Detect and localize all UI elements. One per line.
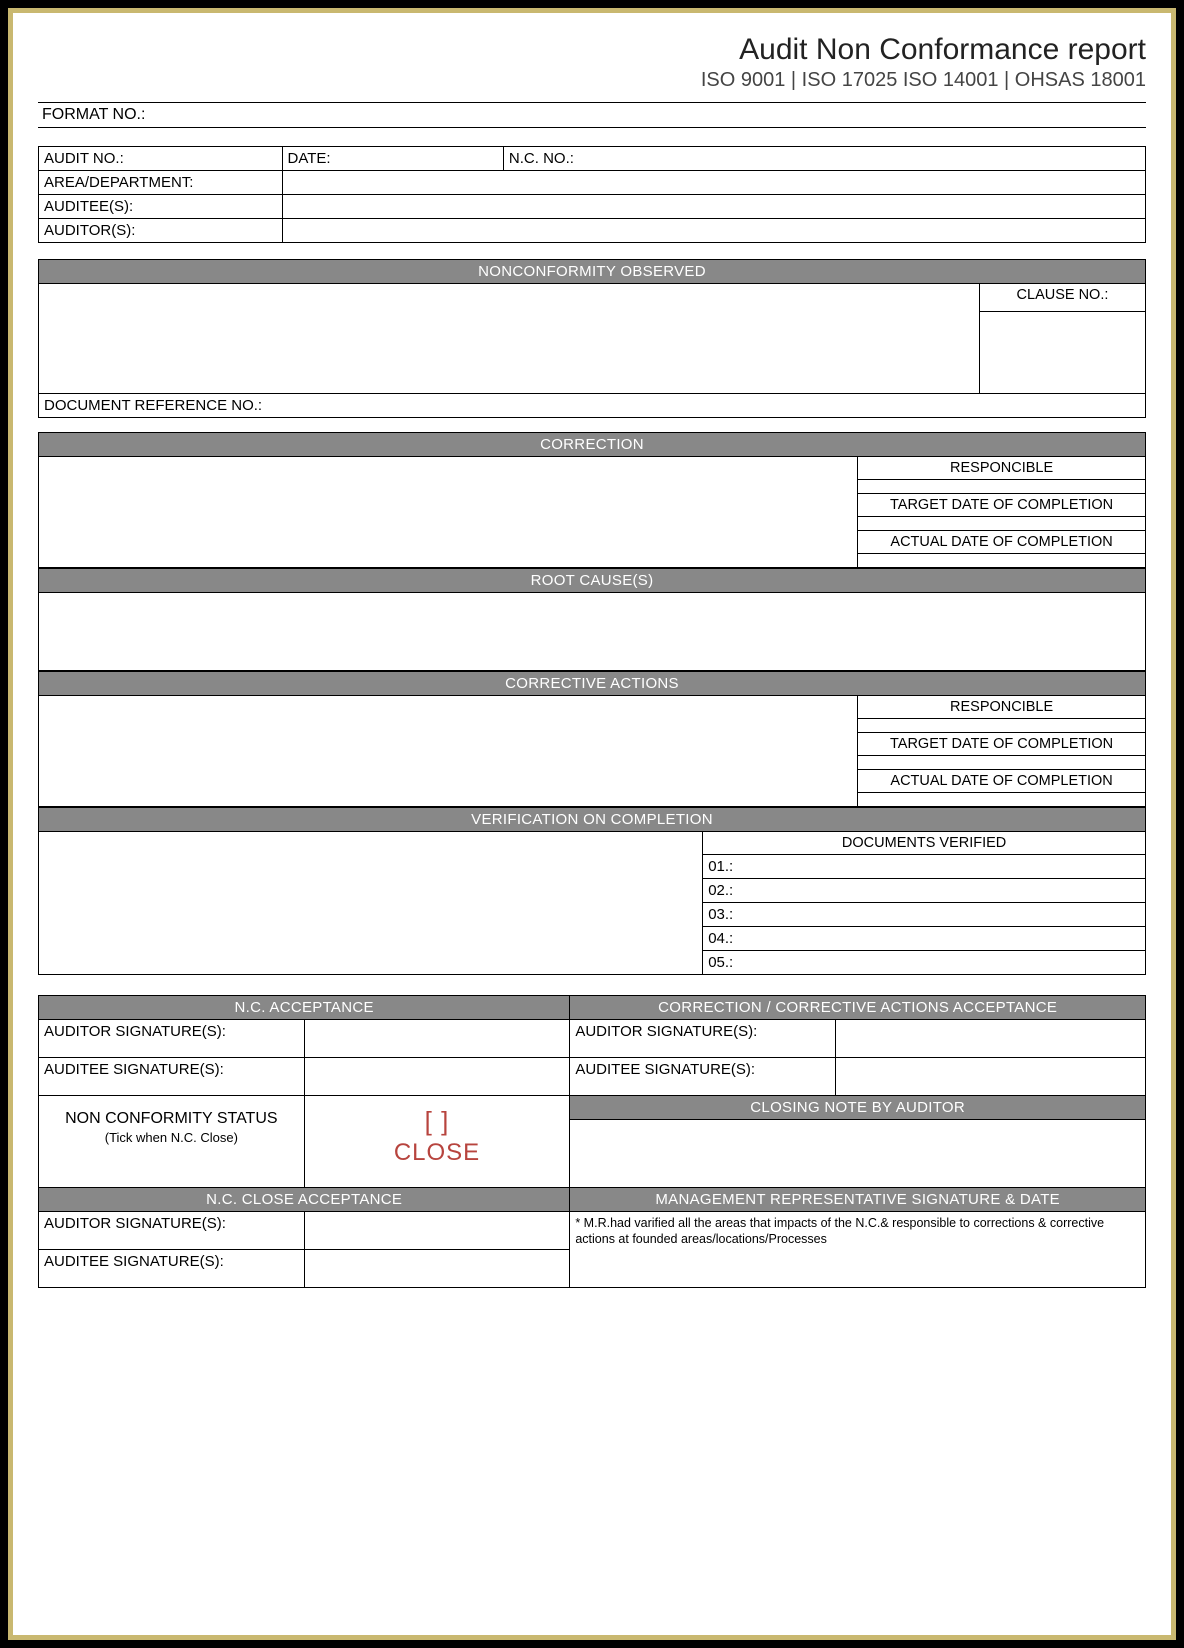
root-cause-body[interactable] — [39, 593, 1146, 671]
verification-header: VERIFICATION ON COMPLETION — [39, 808, 1146, 832]
close-auditee-sig-label: AUDITEE SIGNATURE(S): — [39, 1250, 305, 1288]
correction-actual-label: ACTUAL DATE OF COMPLETION — [858, 531, 1146, 554]
close-word: CLOSE — [311, 1139, 564, 1167]
corr-auditor-sig-label: AUDITOR SIGNATURE(S): — [570, 1020, 836, 1058]
nc-status-cell: NON CONFORMITY STATUS (Tick when N.C. Cl… — [39, 1096, 305, 1188]
corrective-target-label: TARGET DATE OF COMPLETION — [858, 733, 1146, 756]
area-dept-value[interactable] — [282, 171, 1145, 195]
doc-02[interactable]: 02.: — [703, 879, 1146, 903]
nc-auditor-sig-value[interactable] — [304, 1020, 570, 1058]
corr-auditee-sig-value[interactable] — [836, 1058, 1146, 1096]
auditees-value[interactable] — [282, 195, 1145, 219]
format-no-row: FORMAT NO.: — [38, 102, 1146, 128]
correction-target-label: TARGET DATE OF COMPLETION — [858, 494, 1146, 517]
verification-table: VERIFICATION ON COMPLETION DOCUMENTS VER… — [38, 807, 1146, 975]
mr-footnote: * M.R.had varified all the areas that im… — [570, 1212, 1146, 1288]
correction-table: CORRECTION RESPONCIBLE TARGET DATE OF CO… — [38, 432, 1146, 568]
close-auditor-sig-label: AUDITOR SIGNATURE(S): — [39, 1212, 305, 1250]
verification-body[interactable] — [39, 832, 703, 975]
nc-close-acceptance-header: N.C. CLOSE ACCEPTANCE — [39, 1188, 570, 1212]
nonconformity-body[interactable] — [39, 284, 980, 394]
mr-sig-header: MANAGEMENT REPRESENTATIVE SIGNATURE & DA… — [570, 1188, 1146, 1212]
correction-actual-value[interactable] — [858, 554, 1146, 568]
root-cause-header: ROOT CAUSE(S) — [39, 569, 1146, 593]
spacer — [38, 418, 1146, 432]
doc-04[interactable]: 04.: — [703, 927, 1146, 951]
correction-responsible-value[interactable] — [858, 480, 1146, 494]
close-box[interactable]: [ ] CLOSE — [304, 1096, 570, 1188]
nc-no-label: N.C. NO.: — [503, 147, 1145, 171]
corrective-responsible-value[interactable] — [858, 719, 1146, 733]
close-auditee-sig-value[interactable] — [304, 1250, 570, 1288]
nc-auditor-sig-label: AUDITOR SIGNATURE(S): — [39, 1020, 305, 1058]
nc-status-title: NON CONFORMITY STATUS — [45, 1110, 298, 1128]
nc-auditee-sig-value[interactable] — [304, 1058, 570, 1096]
correction-target-value[interactable] — [858, 517, 1146, 531]
closing-note-header: CLOSING NOTE BY AUDITOR — [570, 1096, 1146, 1120]
docs-verified-header: DOCUMENTS VERIFIED — [703, 832, 1146, 855]
nc-acceptance-header: N.C. ACCEPTANCE — [39, 996, 570, 1020]
nonconformity-header: NONCONFORMITY OBSERVED — [39, 260, 1146, 284]
corrective-actions-table: CORRECTIVE ACTIONS RESPONCIBLE TARGET DA… — [38, 671, 1146, 807]
close-brackets: [ ] — [311, 1106, 564, 1137]
closing-note-body[interactable] — [570, 1120, 1146, 1188]
nc-auditee-sig-label: AUDITEE SIGNATURE(S): — [39, 1058, 305, 1096]
corrective-responsible-label: RESPONCIBLE — [858, 696, 1146, 719]
audit-no-label: AUDIT NO.: — [39, 147, 283, 171]
gold-frame: Audit Non Conformance report ISO 9001 | … — [8, 8, 1176, 1640]
auditors-label: AUDITOR(S): — [39, 219, 283, 243]
clause-no-value[interactable] — [979, 312, 1145, 394]
area-dept-label: AREA/DEPARTMENT: — [39, 171, 283, 195]
correction-header: CORRECTION — [39, 433, 1146, 457]
corr-auditee-sig-label: AUDITEE SIGNATURE(S): — [570, 1058, 836, 1096]
date-label: DATE: — [282, 147, 503, 171]
page: Audit Non Conformance report ISO 9001 | … — [13, 13, 1171, 1635]
corr-acceptance-header: CORRECTION / CORRECTIVE ACTIONS ACCEPTAN… — [570, 996, 1146, 1020]
spacer — [38, 975, 1146, 995]
corrective-header: CORRECTIVE ACTIONS — [39, 672, 1146, 696]
doc-03[interactable]: 03.: — [703, 903, 1146, 927]
doc-01[interactable]: 01.: — [703, 855, 1146, 879]
page-subtitle: ISO 9001 | ISO 17025 ISO 14001 | OHSAS 1… — [38, 69, 1146, 92]
close-auditor-sig-value[interactable] — [304, 1212, 570, 1250]
header: Audit Non Conformance report ISO 9001 | … — [38, 33, 1146, 92]
corrective-body[interactable] — [39, 696, 858, 807]
outer-frame: Audit Non Conformance report ISO 9001 | … — [0, 0, 1184, 1648]
clause-no-label: CLAUSE NO.: — [979, 284, 1145, 312]
spacer — [38, 243, 1146, 259]
auditors-value[interactable] — [282, 219, 1145, 243]
top-fields-table: AUDIT NO.: DATE: N.C. NO.: AREA/DEPARTME… — [38, 146, 1146, 243]
corrective-actual-value[interactable] — [858, 793, 1146, 807]
acceptance-table: N.C. ACCEPTANCE CORRECTION / CORRECTIVE … — [38, 995, 1146, 1288]
doc-05[interactable]: 05.: — [703, 951, 1146, 975]
corrective-target-value[interactable] — [858, 756, 1146, 770]
auditees-label: AUDITEE(S): — [39, 195, 283, 219]
nonconformity-table: NONCONFORMITY OBSERVED CLAUSE NO.: DOCUM… — [38, 259, 1146, 418]
page-title: Audit Non Conformance report — [38, 33, 1146, 67]
nc-status-sub: (Tick when N.C. Close) — [45, 1130, 298, 1145]
corrective-actual-label: ACTUAL DATE OF COMPLETION — [858, 770, 1146, 793]
doc-ref-label: DOCUMENT REFERENCE NO.: — [39, 394, 1146, 418]
corr-auditor-sig-value[interactable] — [836, 1020, 1146, 1058]
root-cause-table: ROOT CAUSE(S) — [38, 568, 1146, 671]
correction-responsible-label: RESPONCIBLE — [858, 457, 1146, 480]
correction-body[interactable] — [39, 457, 858, 568]
